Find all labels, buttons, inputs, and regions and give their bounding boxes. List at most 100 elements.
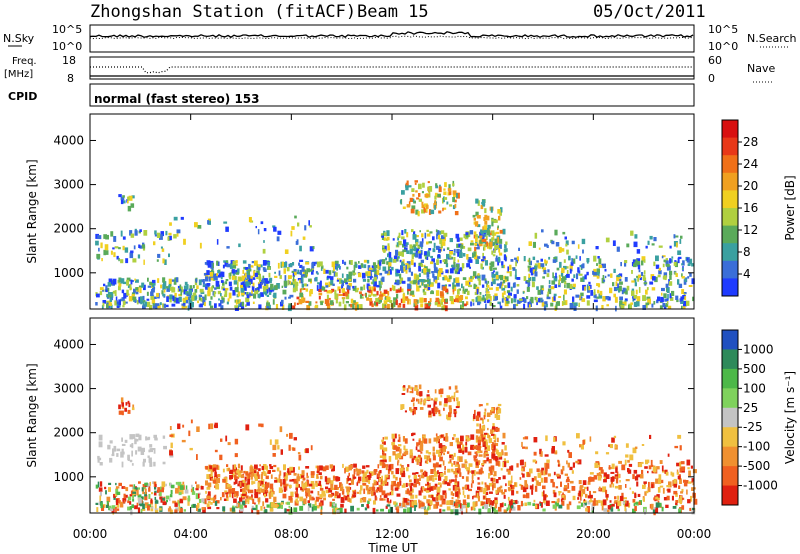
heatmap-cell xyxy=(493,509,498,514)
heatmap-cell xyxy=(104,244,109,251)
heatmap-cell xyxy=(359,490,362,495)
heatmap-cell xyxy=(281,285,284,288)
heatmap-cell xyxy=(540,451,543,457)
heatmap-cell xyxy=(426,460,429,464)
heatmap-cell xyxy=(485,228,490,232)
heatmap-cell xyxy=(427,278,431,284)
heatmap-cell xyxy=(356,491,360,494)
heatmap-cell xyxy=(475,234,478,240)
heatmap-cell xyxy=(636,481,639,487)
heatmap-cell xyxy=(641,260,644,266)
heatmap-cell xyxy=(443,479,448,485)
heatmap-cell xyxy=(520,500,523,507)
heatmap-cell xyxy=(397,459,400,463)
heatmap-cell xyxy=(426,229,429,232)
heatmap-cell xyxy=(362,476,366,483)
heatmap-cell xyxy=(286,483,289,487)
heatmap-cell xyxy=(472,271,477,277)
heatmap-cell xyxy=(541,229,544,233)
heatmap-cell xyxy=(135,433,140,438)
heatmap-cell xyxy=(391,481,394,487)
heatmap-cell xyxy=(404,229,407,234)
heatmap-cell xyxy=(377,473,380,478)
heatmap-cell xyxy=(533,476,537,481)
heatmap-cell xyxy=(476,215,481,219)
heatmap-cell xyxy=(399,463,402,467)
heatmap-cell xyxy=(480,417,483,421)
heatmap-cell xyxy=(498,247,501,253)
heatmap-cell xyxy=(679,468,682,473)
heatmap-cell xyxy=(471,470,475,474)
heatmap-cell xyxy=(131,443,134,449)
heatmap-cell xyxy=(400,265,403,271)
heatmap-cell xyxy=(388,456,392,462)
heatmap-cell xyxy=(344,291,348,297)
heatmap-cell xyxy=(613,293,616,298)
heatmap-cell xyxy=(269,277,273,282)
heatmap-cell xyxy=(122,195,125,198)
heatmap-cell xyxy=(673,490,678,495)
heatmap-cell xyxy=(443,403,448,407)
heatmap-cell xyxy=(616,276,620,282)
heatmap-cell xyxy=(393,297,397,301)
heatmap-cell xyxy=(359,294,363,299)
heatmap-cell xyxy=(402,297,406,304)
heatmap-cell xyxy=(226,496,229,501)
heatmap-cell xyxy=(545,435,548,442)
heatmap-cell xyxy=(299,259,304,262)
heatmap-cell xyxy=(283,486,287,492)
heatmap-cell xyxy=(429,298,432,302)
heatmap-cell xyxy=(523,256,526,262)
heatmap-cell xyxy=(237,268,240,274)
heatmap-cell xyxy=(448,396,452,402)
heatmap-cell xyxy=(562,441,566,446)
heatmap-cell xyxy=(323,497,326,501)
y-axis-label: Slant Range [km] xyxy=(25,159,39,263)
heatmap-cell xyxy=(557,459,560,463)
heatmap-cell xyxy=(436,245,440,250)
heatmap-cell xyxy=(151,283,155,288)
heatmap-cell xyxy=(563,294,565,301)
heatmap-cell xyxy=(491,219,494,222)
heatmap-cell xyxy=(511,485,515,490)
heatmap-cell xyxy=(258,264,261,268)
heatmap-cell xyxy=(586,486,589,491)
heatmap-cell xyxy=(178,505,181,511)
heatmap-cell xyxy=(125,258,129,264)
heatmap-cell xyxy=(161,497,165,501)
heatmap-cell xyxy=(382,437,385,440)
heatmap-cell xyxy=(667,293,669,300)
heatmap-cell xyxy=(499,302,501,306)
heatmap-cell xyxy=(393,445,397,450)
heatmap-cell xyxy=(403,508,407,513)
heatmap-cell xyxy=(625,288,628,291)
heatmap-cell xyxy=(410,482,414,486)
heatmap-cell xyxy=(155,303,160,306)
heatmap-cell xyxy=(226,263,231,268)
heatmap-cell xyxy=(466,437,471,441)
heatmap-cell xyxy=(521,472,523,475)
heatmap-cell xyxy=(325,269,329,274)
heatmap-cell xyxy=(138,230,141,234)
heatmap-cell xyxy=(367,500,370,504)
heatmap-cell xyxy=(560,499,563,502)
heatmap-cell xyxy=(509,507,512,514)
heatmap-cell xyxy=(414,180,418,183)
heatmap-cell xyxy=(434,483,438,488)
colorbar-tick-label: -100 xyxy=(743,440,770,454)
heatmap-cell xyxy=(636,261,641,267)
heatmap-cell xyxy=(537,472,542,478)
heatmap-cell xyxy=(538,262,542,269)
heatmap-cell xyxy=(491,407,494,412)
heatmap-cell xyxy=(347,289,350,294)
heatmap-cell xyxy=(129,506,132,511)
heatmap-cell xyxy=(353,272,357,275)
heatmap-cell xyxy=(577,244,580,249)
heatmap-cell xyxy=(627,459,630,463)
heatmap-cell xyxy=(578,273,583,276)
heatmap-cell xyxy=(384,476,387,480)
heatmap-cell xyxy=(662,263,665,268)
heatmap-cell xyxy=(415,446,418,451)
heatmap-cell xyxy=(132,404,135,410)
heatmap-cell xyxy=(476,492,479,499)
